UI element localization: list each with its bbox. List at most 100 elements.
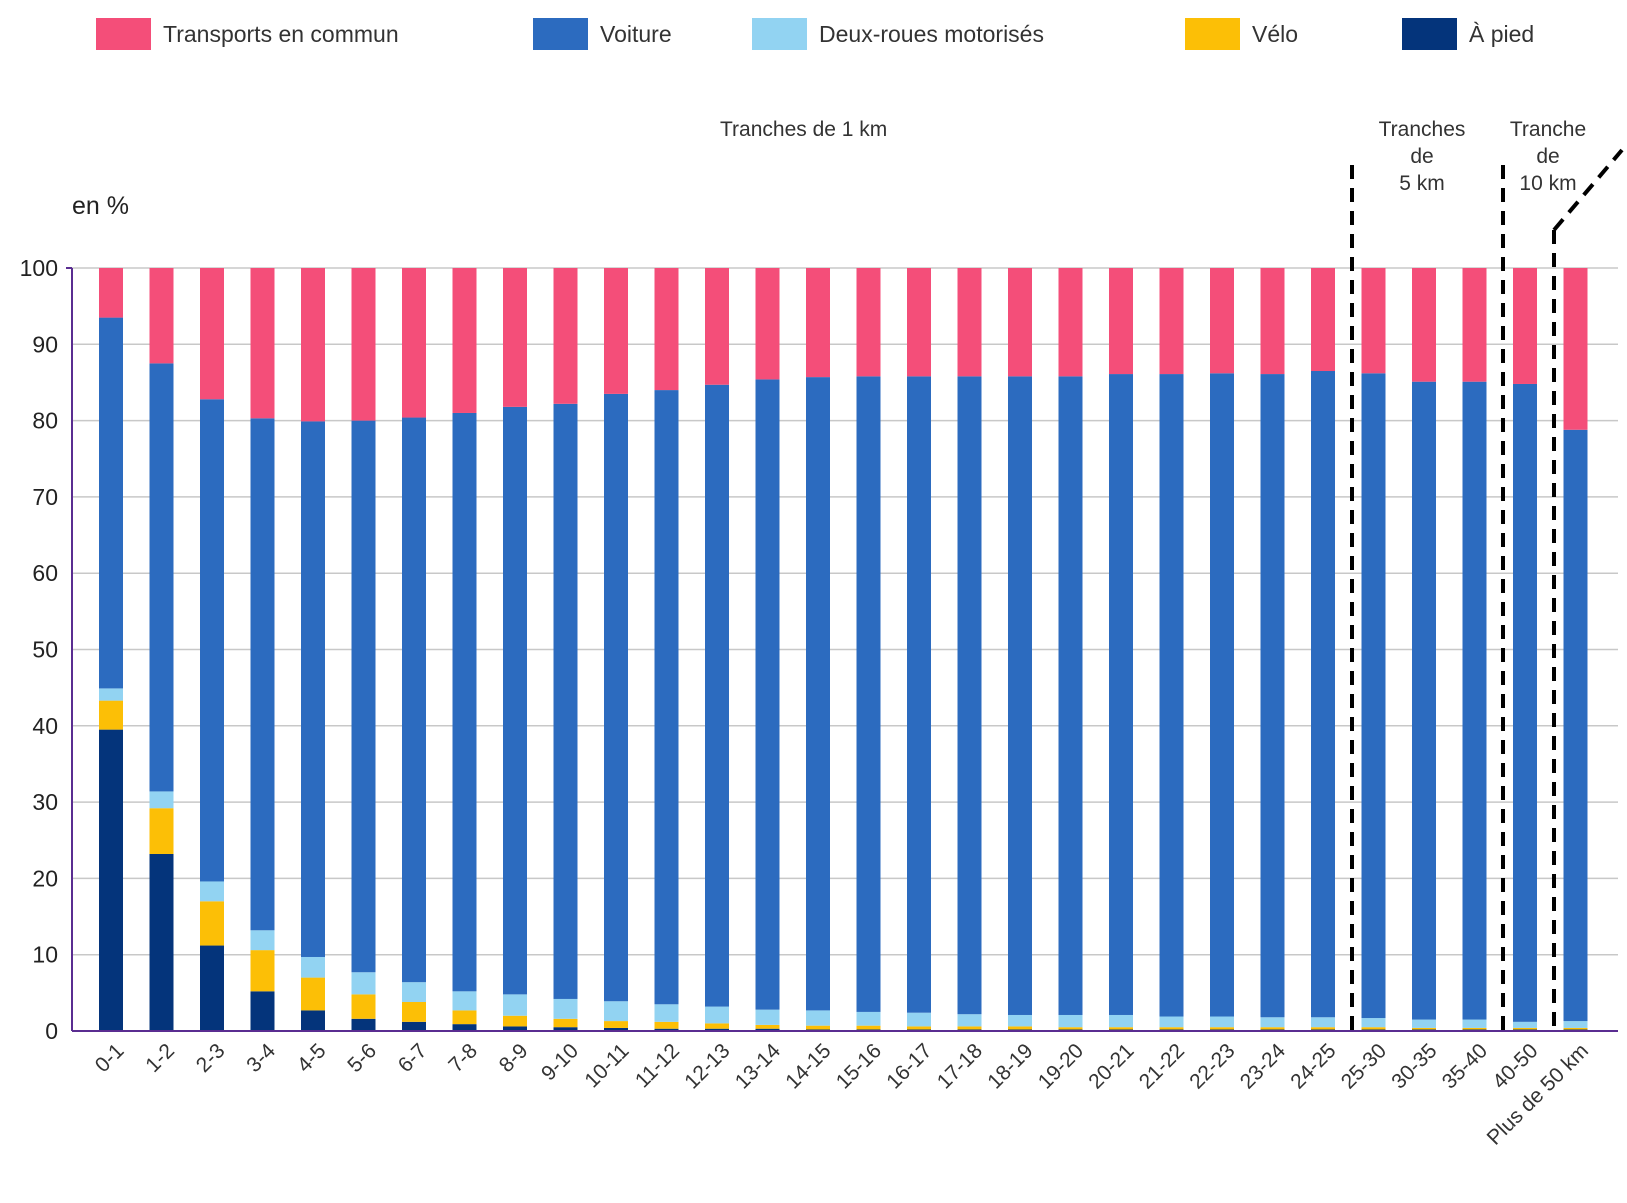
bars (99, 268, 1588, 1031)
legend-swatch-deux-roues (752, 18, 807, 50)
x-tick-labels: 0-1 1-2 2-3 3-4 4-5 5-6 6-7 7-8 8-9 9-1010-1111-1… (91, 1039, 1593, 1150)
bar-segment (1109, 1014, 1133, 1028)
bar-segment (604, 1001, 628, 1022)
bar-segment (705, 1023, 729, 1029)
bar-segment (1462, 1027, 1487, 1030)
legend-item-velo: Vélo (1185, 18, 1298, 50)
group-divider-diagonal (1552, 148, 1624, 232)
x-tick-label: 19-20 (1034, 1039, 1088, 1093)
bar-segment (1513, 1021, 1537, 1028)
annotation-group-1km: Tranches de 1 km (720, 118, 888, 141)
legend-swatch-voiture (533, 18, 588, 50)
bar-segment (1058, 376, 1083, 1015)
y-tick-label: 70 (32, 484, 58, 510)
legend: Transports en commun Voiture Deux-roues … (0, 18, 1627, 58)
annotation-group-10km-line2: de (1536, 145, 1560, 168)
bar-segment (1361, 1018, 1386, 1028)
bar-segment (907, 268, 931, 377)
bar-segment (503, 1015, 527, 1027)
bar-segment (705, 1006, 729, 1024)
annotation-group-10km: Tranche de 10 km (1503, 116, 1593, 197)
y-tick-label: 80 (32, 408, 58, 434)
bar-segment (1260, 374, 1285, 1018)
x-tick-label: 8-9 (495, 1039, 533, 1077)
y-axis-unit: en % (72, 192, 129, 220)
y-tick-label: 100 (20, 255, 58, 281)
bar-segment (1412, 1027, 1436, 1030)
bar-segment (604, 1027, 628, 1031)
annotation-group-5km-line1: Tranches (1378, 118, 1466, 141)
x-tick-label: 13-14 (731, 1039, 785, 1093)
annotation-group-10km-line1: Tranche (1509, 118, 1587, 141)
bar-segment (1361, 268, 1386, 374)
bar-segment (301, 977, 325, 1011)
bar-segment (1260, 268, 1285, 375)
bar-segment (402, 982, 426, 1003)
bar-segment (149, 791, 174, 809)
bar-segment (907, 1026, 931, 1030)
bar-segment (654, 268, 679, 391)
bar-segment (1412, 268, 1436, 382)
y-tick-label: 40 (32, 713, 58, 739)
bar-segment (200, 268, 224, 400)
bar-segment (301, 1010, 325, 1031)
bar-segment (1563, 429, 1588, 1022)
bar-segment (553, 1027, 578, 1031)
bar-segment (856, 1011, 881, 1026)
bar-segment (250, 268, 275, 419)
bar-segment (149, 808, 174, 854)
bar-segment (705, 384, 729, 1007)
bar-segment (1058, 268, 1083, 377)
bar-segment (250, 950, 275, 992)
bar-segment (301, 956, 325, 978)
bar-segment (1361, 1027, 1386, 1030)
x-tick-label: 10-11 (580, 1039, 633, 1092)
bar-segment (149, 363, 174, 792)
bar-segment (200, 901, 224, 946)
bar-segment (452, 268, 477, 413)
legend-item-deux-roues: Deux-roues motorisés (752, 18, 1044, 50)
group-dividers (1350, 148, 1624, 1031)
x-tick-label: 21-22 (1135, 1039, 1189, 1093)
bar-segment (351, 1018, 376, 1031)
annotation-group-5km: Tranches de 5 km (1372, 116, 1472, 197)
bar-segment (1311, 1017, 1335, 1028)
bar-segment (856, 1025, 881, 1030)
bar-segment (1109, 1027, 1133, 1030)
bar-segment (200, 881, 224, 902)
bar-segment (351, 420, 376, 973)
bar-segment (1210, 1016, 1234, 1028)
y-tick-label: 50 (32, 637, 58, 663)
bar-segment (301, 421, 325, 957)
x-tick-label: 3-4 (242, 1039, 280, 1077)
bar-segment (755, 1024, 780, 1029)
bar-segment (957, 376, 982, 1015)
x-tick-label: 17-18 (933, 1039, 987, 1093)
x-tick-label: 25-30 (1337, 1039, 1391, 1093)
bar-segment (99, 700, 123, 730)
x-tick-label: 0-1 (91, 1039, 129, 1077)
bar-segment (1462, 1019, 1487, 1028)
bar-segment (1008, 1014, 1032, 1027)
bar-segment (654, 1028, 679, 1031)
bar-segment (200, 945, 224, 1031)
bar-segment (553, 998, 578, 1019)
bar-segment (1159, 268, 1184, 375)
bar-segment (907, 1012, 931, 1027)
bar-segment (99, 729, 123, 1031)
legend-item-a-pied: À pied (1402, 18, 1534, 50)
x-tick-label: 22-23 (1185, 1039, 1239, 1093)
x-tick-label: 35-40 (1438, 1039, 1492, 1093)
bar-segment (907, 376, 931, 1013)
bar-segment (755, 1009, 780, 1025)
bar-segment (604, 268, 628, 394)
bar-segment (1260, 1027, 1285, 1030)
bar-segment (856, 268, 881, 377)
x-tick-label: 20-21 (1084, 1039, 1138, 1093)
bar-segment (705, 1028, 729, 1031)
bar-segment (1058, 1027, 1083, 1030)
bar-segment (755, 268, 780, 380)
bar-segment (301, 268, 325, 422)
legend-item-transports: Transports en commun (96, 18, 399, 50)
x-tick-label: 30-35 (1387, 1039, 1441, 1093)
